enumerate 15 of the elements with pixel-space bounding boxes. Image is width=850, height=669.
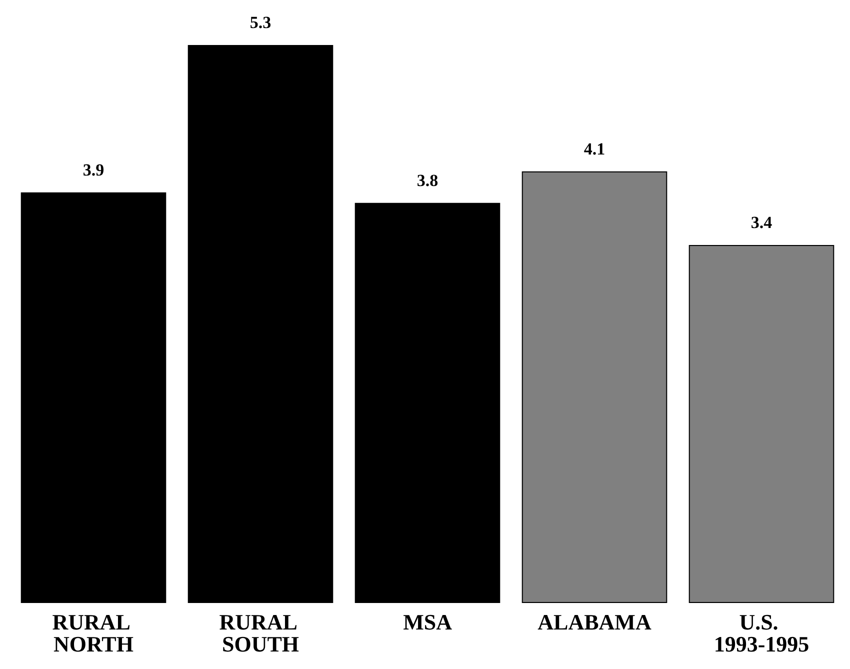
x-tick-label: RURAL NORTH [52,610,135,656]
data-label: 5.3 [250,13,272,32]
x-tick-label: U.S. 1993-1995 [714,610,810,656]
bar [354,202,500,603]
x-tick-label: ALABAMA [538,610,652,634]
bar [522,171,668,603]
bar [688,245,834,603]
data-label: 3.8 [416,170,438,190]
data-label: 3.4 [750,213,773,232]
data-label: 3.9 [82,160,104,180]
x-tick-label: MSA [403,610,452,634]
bar [188,45,334,603]
data-label: 4.1 [584,139,606,158]
bar [20,192,166,603]
x-tick-label: RURAL SOUTH [219,610,302,656]
